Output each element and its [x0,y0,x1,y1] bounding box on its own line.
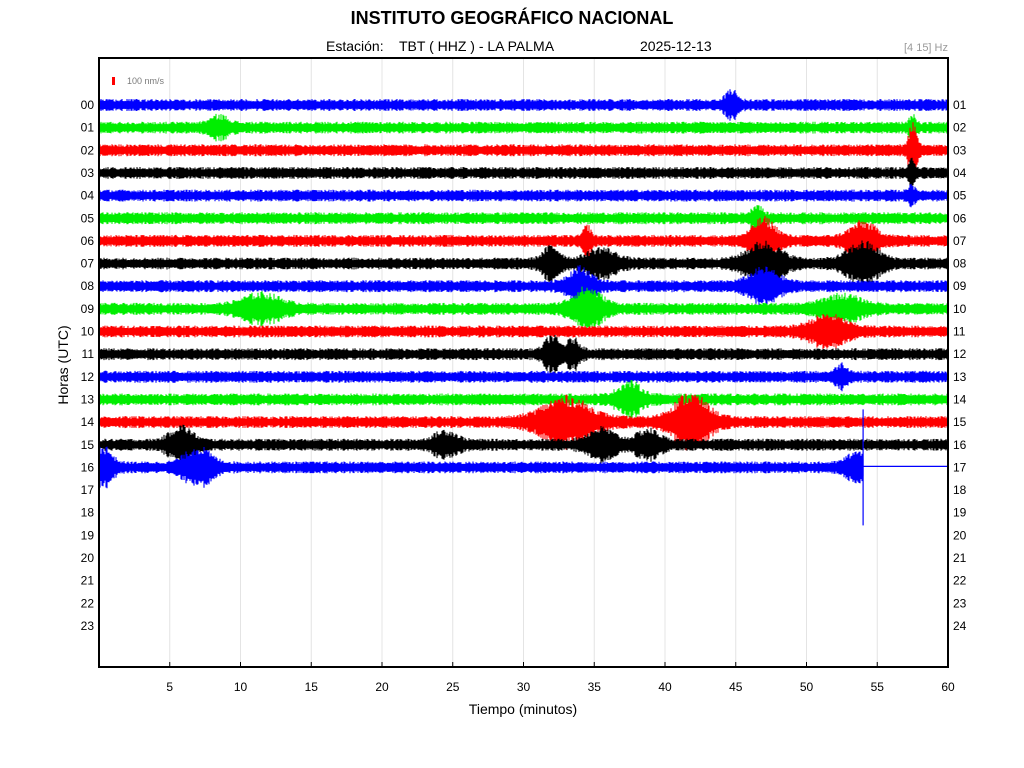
x-tick-label: 35 [588,680,602,694]
hour-label-left: 18 [81,506,95,520]
left-hour-labels: 00 01 02 03 04 05 06 07 08 09 10 11 12 13 14 15 16 17 18 19… [81,98,95,633]
x-tick-label: 50 [800,680,814,694]
hour-label-left: 20 [81,551,95,565]
hour-label-left: 09 [81,302,95,316]
hour-label-right: 21 [953,551,967,565]
hour-label-right: 11 [953,325,966,339]
hour-label-right: 20 [953,528,967,542]
hour-label-right: 04 [953,166,967,180]
grid-lines [169,58,878,667]
x-axis-ticks: 5 10 15 20 25 30 35 40 45 50 55 60 [166,662,955,694]
x-tick-label: 55 [871,680,885,694]
x-tick-label: 20 [375,680,389,694]
x-tick-label: 5 [166,680,173,694]
hour-label-right: 09 [953,279,967,293]
hour-label-right: 02 [953,121,967,135]
hour-label-right: 10 [953,302,967,316]
trace-hour-16 [99,446,864,489]
hour-label-right: 06 [953,211,967,225]
hour-label-left: 15 [81,438,95,452]
hour-label-left: 22 [81,596,95,610]
hour-label-left: 08 [81,279,95,293]
hour-label-left: 10 [81,325,95,339]
x-tick-label: 60 [941,680,955,694]
hour-label-left: 06 [81,234,95,248]
right-hour-labels: 01 02 03 04 05 06 07 08 09 10 11 12 13 14 15 16 17 18 19 20… [953,98,967,633]
hour-label-right: 24 [953,619,967,633]
hour-label-left: 14 [81,415,95,429]
hour-label-left: 02 [81,143,95,157]
hour-label-left: 04 [81,189,95,203]
hour-label-left: 00 [81,98,95,112]
hour-label-right: 19 [953,506,967,520]
hour-label-right: 14 [953,392,967,406]
station-label: Estación: [326,38,384,54]
y-axis-label: Horas (UTC) [55,325,71,404]
hour-label-left: 17 [81,483,95,497]
hour-label-right: 05 [953,189,967,203]
hour-label-right: 07 [953,234,967,248]
hour-label-left: 07 [81,257,95,271]
hour-label-left: 16 [81,460,95,474]
hour-label-left: 12 [81,370,95,384]
hour-label-right: 13 [953,370,967,384]
hour-label-right: 08 [953,257,967,271]
date-label: 2025-12-13 [640,38,712,54]
hour-label-left: 13 [81,392,95,406]
hour-label-left: 23 [81,619,95,633]
hour-label-right: 03 [953,143,967,157]
x-tick-label: 10 [234,680,248,694]
chart-title: INSTITUTO GEOGRÁFICO NACIONAL [350,8,674,28]
hour-label-left: 11 [82,347,95,361]
hour-label-right: 23 [953,596,967,610]
x-tick-label: 25 [446,680,460,694]
hour-label-left: 01 [81,121,95,135]
hour-label-right: 12 [953,347,967,361]
hour-label-right: 16 [953,438,967,452]
hour-label-left: 03 [81,166,95,180]
hour-label-left: 21 [81,574,95,588]
x-tick-label: 15 [305,680,319,694]
x-axis-label: Tiempo (minutos) [469,701,577,717]
seismic-traces [99,89,949,526]
hour-label-right: 01 [953,98,967,112]
hour-label-right: 22 [953,574,967,588]
frequency-band: [4 15] Hz [903,42,948,54]
scale-bar-label: 100 nm/s [127,76,165,86]
x-tick-label: 40 [658,680,672,694]
station-name: TBT ( HHZ ) - LA PALMA [399,38,555,54]
hour-label-right: 15 [953,415,967,429]
x-tick-label: 45 [729,680,743,694]
scale-bar [112,77,115,85]
hour-label-right: 18 [953,483,967,497]
hour-label-left: 19 [81,528,95,542]
hour-label-right: 17 [953,460,967,474]
x-tick-label: 30 [517,680,531,694]
hour-label-left: 05 [81,211,95,225]
